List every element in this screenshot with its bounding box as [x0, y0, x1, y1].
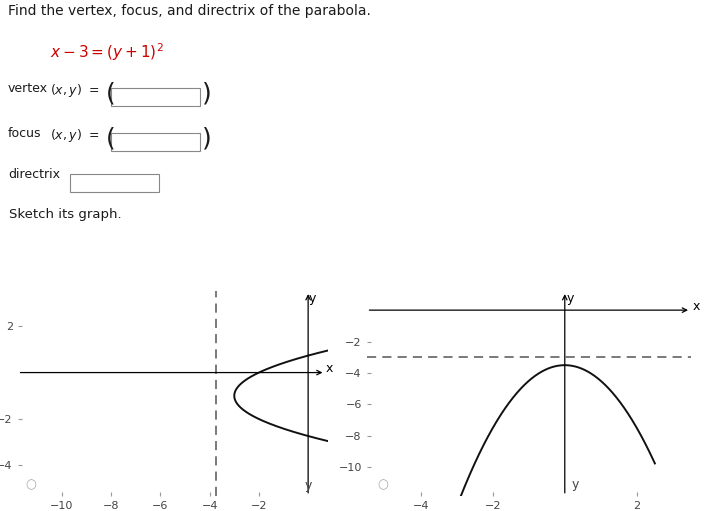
Text: y: y [305, 479, 312, 492]
Bar [70, 174, 159, 192]
Text: (: ( [106, 127, 115, 151]
Text: vertex: vertex [8, 82, 48, 95]
Text: $(x, y)$  =: $(x, y)$ = [51, 127, 101, 144]
Text: x: x [693, 300, 700, 313]
Text: focus: focus [8, 127, 42, 140]
Text: x: x [326, 362, 333, 375]
Text: y: y [572, 478, 580, 491]
Bar [111, 88, 200, 106]
Text: $(x, y)$  =: $(x, y)$ = [51, 82, 101, 99]
Text: (: ( [106, 82, 115, 106]
Text: Sketch its graph.: Sketch its graph. [8, 208, 121, 221]
Text: ): ) [202, 82, 212, 106]
Text: Find the vertex, focus, and directrix of the parabola.: Find the vertex, focus, and directrix of… [8, 4, 371, 18]
Text: ○: ○ [25, 479, 36, 492]
Text: $x - 3 = (y + 1)^2$: $x - 3 = (y + 1)^2$ [51, 41, 164, 62]
Bar [111, 133, 200, 151]
Text: y: y [308, 292, 316, 306]
Text: y: y [567, 292, 574, 305]
Text: ○: ○ [377, 478, 388, 491]
Text: directrix: directrix [8, 168, 60, 180]
Text: ): ) [202, 127, 212, 151]
